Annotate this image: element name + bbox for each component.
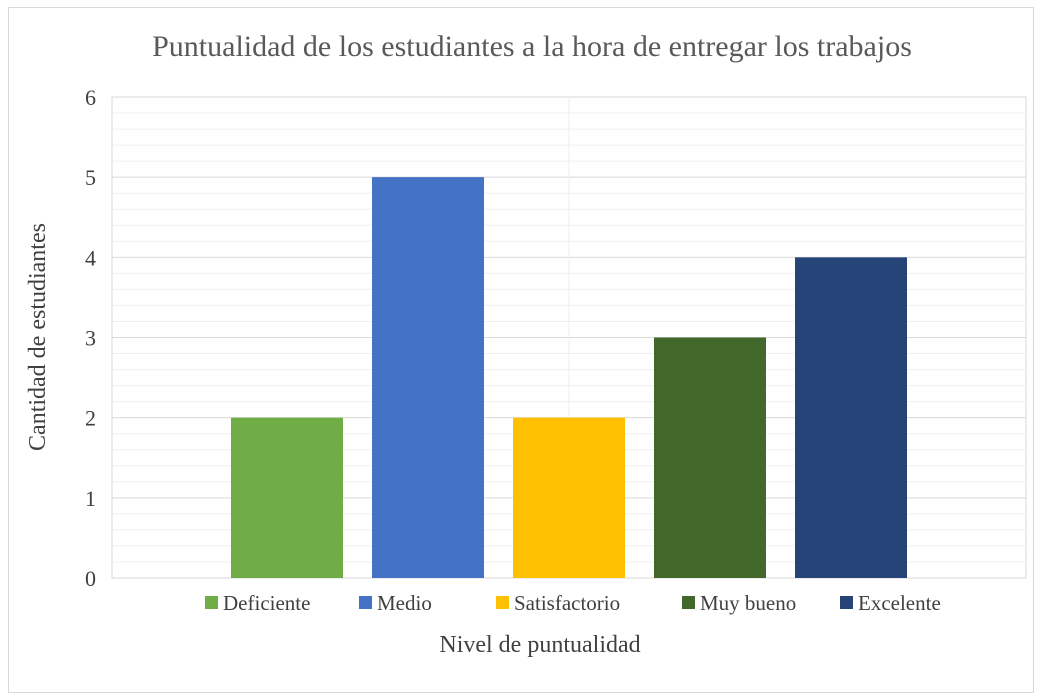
y-tick-label: 2 xyxy=(85,406,96,431)
legend: Deficiente Medio Satisfactorio Muy bueno Exc… xyxy=(205,591,941,615)
legend-label: Excelente xyxy=(858,591,941,615)
legend-swatch xyxy=(682,596,695,609)
legend-label: Satisfactorio xyxy=(514,591,620,615)
y-tick-label: 1 xyxy=(85,486,96,511)
legend-label: Medio xyxy=(377,591,432,615)
y-axis-ticks: 0 1 2 3 4 5 6 xyxy=(85,85,96,591)
y-tick-label: 6 xyxy=(85,85,96,110)
y-tick-label: 3 xyxy=(85,326,96,351)
y-tick-label: 4 xyxy=(85,245,96,270)
legend-swatch xyxy=(205,596,218,609)
x-axis-label: Nivel de puntualidad xyxy=(439,632,640,658)
bar-excelente xyxy=(795,257,907,578)
bars xyxy=(231,177,907,578)
legend-label: Deficiente xyxy=(223,591,310,615)
legend-label: Muy bueno xyxy=(700,591,796,615)
y-tick-label: 5 xyxy=(85,165,96,190)
legend-swatch xyxy=(359,596,372,609)
y-tick-label: 0 xyxy=(85,566,96,591)
chart-title: Puntualidad de los estudiantes a la hora… xyxy=(152,30,912,63)
legend-swatch xyxy=(840,596,853,609)
bar-satisfactorio xyxy=(513,417,625,578)
bar-deficiente xyxy=(231,417,343,578)
legend-swatch xyxy=(496,596,509,609)
bar-medio xyxy=(372,177,484,578)
y-axis-label: Cantidad de estudiantes xyxy=(25,223,51,451)
bar-muy-bueno xyxy=(654,337,766,578)
